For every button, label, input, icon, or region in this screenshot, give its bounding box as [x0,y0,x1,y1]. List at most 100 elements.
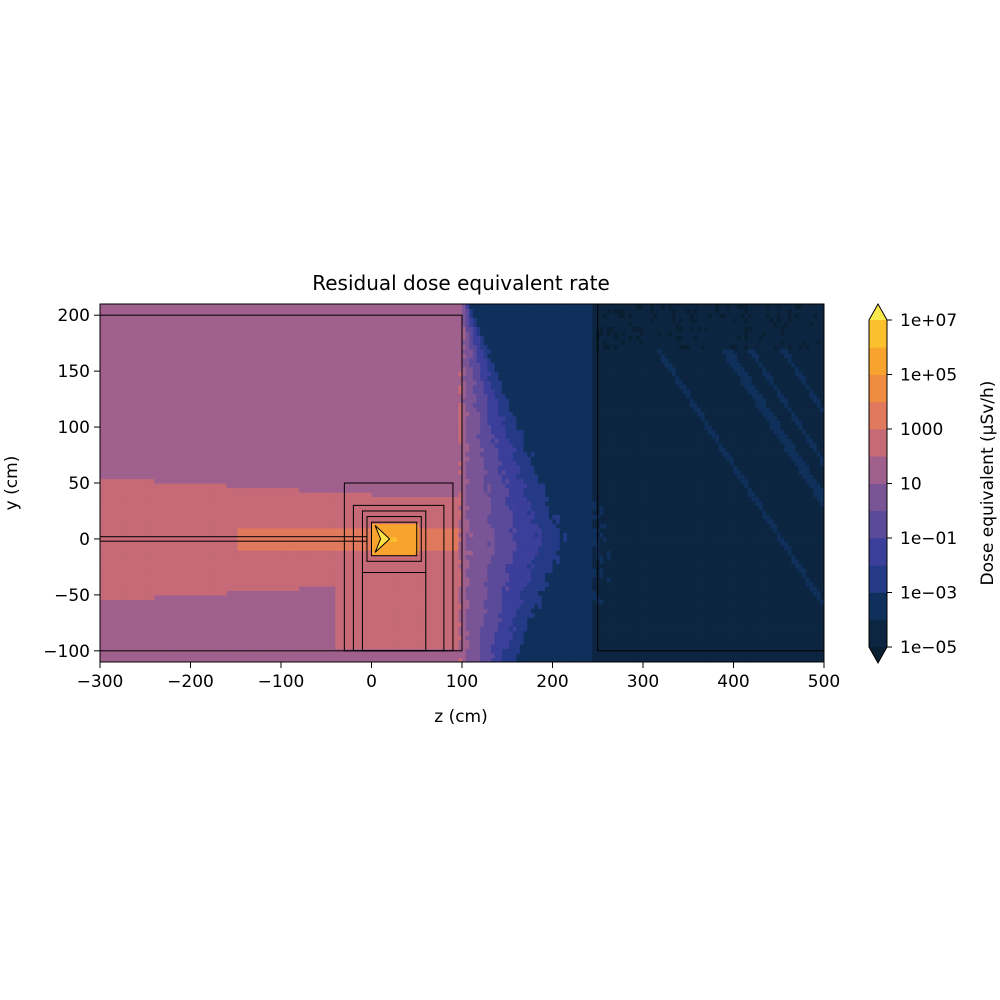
heatmap-cell [585,648,590,654]
heatmap-cell [324,590,329,596]
heatmap-cell [726,576,731,583]
heatmap-cell [664,559,669,565]
heatmap-cell [385,585,391,591]
heatmap-cell [595,657,601,662]
heatmap-cell [719,599,724,605]
heatmap-cell [708,635,713,641]
heatmap-cell [541,568,546,574]
heatmap-cell [577,630,583,636]
heatmap-cell [668,590,673,596]
heatmap-cell [284,585,289,591]
heatmap-cell [686,599,691,605]
heatmap-cell [577,608,583,614]
heatmap-cell [349,617,354,623]
heatmap-cell [570,630,575,636]
heatmap-cell [172,644,177,650]
heatmap-cell [538,608,543,614]
heatmap-cell [458,585,463,591]
heatmap-cell [472,585,478,591]
heatmap-cell [509,612,514,618]
heatmap-cell [577,603,583,609]
heatmap-cell [530,568,535,574]
heatmap-cell [212,590,217,596]
heatmap-cell [722,617,727,623]
heatmap-cell [679,585,684,591]
heatmap-cell [628,559,633,565]
heatmap-cell [581,599,586,605]
heatmap-cell [762,572,767,578]
heatmap-cell [574,590,579,596]
heatmap-cell [487,635,492,641]
heatmap-cell [588,621,593,627]
heatmap-cell [252,594,257,600]
heatmap-cell [512,630,517,636]
heatmap-cell [186,568,192,574]
heatmap-cell [693,630,698,636]
heatmap-cell [132,617,137,623]
heatmap-cell [288,585,293,591]
heatmap-cell [324,585,329,591]
heatmap-cell [548,559,554,565]
heatmap-cell [357,635,362,641]
heatmap-cell [277,653,282,659]
heatmap-cell [259,626,264,632]
heatmap-cell [599,612,604,618]
heatmap-cell [570,644,575,650]
heatmap-cell [302,594,307,600]
heatmap-cell [646,599,651,605]
heatmap-cell [664,599,669,605]
heatmap-cell [621,568,626,574]
heatmap-cell [758,581,764,587]
heatmap-cell [143,599,148,605]
heatmap-cell [103,603,108,609]
heatmap-cell [165,653,170,659]
heatmap-cell [190,550,195,556]
heatmap-cell [646,617,651,623]
heatmap-cell [121,563,126,569]
heatmap-cell [309,581,315,587]
heatmap-cell [400,630,405,636]
heatmap-cell [244,657,250,662]
heatmap-cell [643,635,648,641]
heatmap-cell [516,648,521,654]
heatmap-cell [472,572,478,578]
heatmap-cell [509,590,514,596]
heatmap-cell [306,581,311,587]
heatmap-cell [219,621,224,627]
heatmap-cell [241,581,246,587]
heatmap-cell [512,653,517,659]
heatmap-cell [255,572,260,578]
heatmap-cell [237,581,242,587]
heatmap-cell [715,657,720,662]
heatmap-cell [574,576,579,583]
heatmap-cell [501,563,507,569]
heatmap-cell [349,599,354,605]
heatmap-cell [624,554,630,560]
heatmap-cell [443,617,449,623]
heatmap-cell [628,585,633,591]
heatmap-cell [143,581,148,587]
heatmap-cell [577,626,583,632]
heatmap-cell [440,617,445,623]
heatmap-cell [273,585,278,591]
heatmap-cell [581,590,586,596]
heatmap-cell [190,572,195,578]
heatmap-cell [755,581,760,587]
heatmap-cell [237,603,242,609]
heatmap-cell [378,608,383,614]
heatmap-cell [711,630,716,636]
heatmap-cell [487,572,492,578]
heatmap-cell [357,603,362,609]
heatmap-cell [357,554,362,560]
heatmap-cell [244,576,250,583]
heatmap-cell [523,599,528,605]
heatmap-cell [661,594,666,600]
heatmap-cell [320,621,326,627]
heatmap-cell [715,563,720,569]
heatmap-cell [317,563,322,569]
heatmap-cell [288,590,293,596]
heatmap-cell [603,644,608,650]
heatmap-cell [632,635,637,641]
heatmap-cell [516,626,521,632]
heatmap-cell [125,599,130,605]
